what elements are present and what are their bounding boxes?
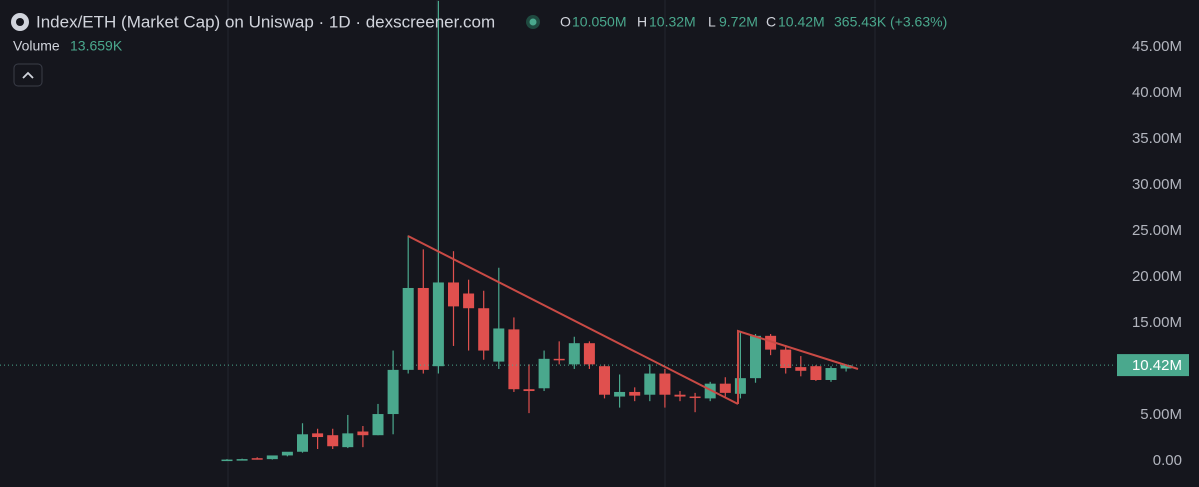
volume-value: 13.659K [70, 38, 123, 54]
collapse-button[interactable] [13, 63, 43, 87]
status-dot-inner [529, 18, 537, 26]
y-tick-label: 0.00 [1153, 452, 1182, 469]
candle-body [553, 358, 565, 361]
candle-body [795, 367, 807, 371]
plot [221, 0, 852, 462]
trend-line [737, 329, 859, 404]
candle-body [417, 287, 429, 370]
y-tick-label: 15.00M [1132, 314, 1182, 331]
legend-value: 9.72M [719, 14, 758, 30]
legend-label: L [708, 14, 716, 30]
candle-body [840, 365, 852, 369]
candle-body [689, 396, 701, 399]
candle-body [825, 368, 837, 380]
caret-icon [22, 71, 34, 79]
candle-body [312, 433, 324, 438]
last-price-label: 10.42M [1132, 357, 1182, 374]
candle-body [281, 451, 293, 456]
legend-value: 10.32M [649, 14, 696, 30]
candle-body [523, 389, 535, 392]
candle-body [432, 282, 444, 367]
candle-body [448, 282, 459, 307]
logo-inner [16, 18, 24, 26]
y-tick-label: 25.00M [1132, 222, 1182, 239]
y-tick-label: 40.00M [1132, 84, 1182, 101]
legend-label: C [766, 14, 776, 30]
trend-line [407, 235, 739, 405]
candle-body [266, 455, 278, 460]
candle-body [297, 434, 308, 452]
candle-body [342, 433, 354, 448]
candle-body [674, 394, 686, 397]
candle-body [251, 458, 263, 460]
candle-body [478, 308, 490, 351]
candle-body [659, 373, 671, 395]
candle-body [463, 293, 475, 309]
candle-body [780, 349, 792, 369]
trend-lines [407, 235, 859, 405]
legend-change: 365.43K (+3.63%) [834, 14, 947, 30]
candle-body [765, 335, 777, 350]
candle-body [704, 383, 716, 399]
chart-title: Index/ETH (Market Cap) on Uniswap · 1D ·… [36, 12, 495, 31]
candle-body [810, 366, 822, 380]
candle-body [402, 287, 414, 370]
candle-body [493, 328, 505, 362]
y-tick-label: 20.00M [1132, 268, 1182, 285]
candle-body [538, 358, 550, 389]
candle-body [236, 459, 248, 461]
legend-label: O [560, 14, 571, 30]
candle-body [750, 335, 761, 379]
candle-body [327, 435, 339, 447]
candle-body [387, 369, 399, 415]
candle-body [629, 391, 641, 396]
last-price-box [1117, 354, 1189, 377]
volume-label: Volume [13, 38, 60, 54]
candle-body [719, 383, 731, 393]
candle-body [583, 343, 595, 365]
y-tick-label: 35.00M [1132, 130, 1182, 147]
candle-body [614, 391, 626, 397]
y-tick-label: 45.00M [1132, 38, 1182, 55]
candle-body [644, 373, 656, 395]
legend-value: 10.42M [778, 14, 825, 30]
candle-body [221, 459, 233, 462]
candle-body [599, 366, 610, 395]
candle-body [568, 343, 580, 365]
time-grid [227, 0, 876, 487]
legend-label: H [637, 14, 647, 30]
candle-body [357, 431, 369, 436]
candle-body [372, 414, 384, 436]
y-tick-label: 30.00M [1132, 176, 1182, 193]
legend-value: 10.050M [572, 14, 626, 30]
candle-body [734, 378, 746, 394]
y-tick-label: 5.00M [1140, 406, 1182, 423]
candle-body [508, 329, 520, 390]
